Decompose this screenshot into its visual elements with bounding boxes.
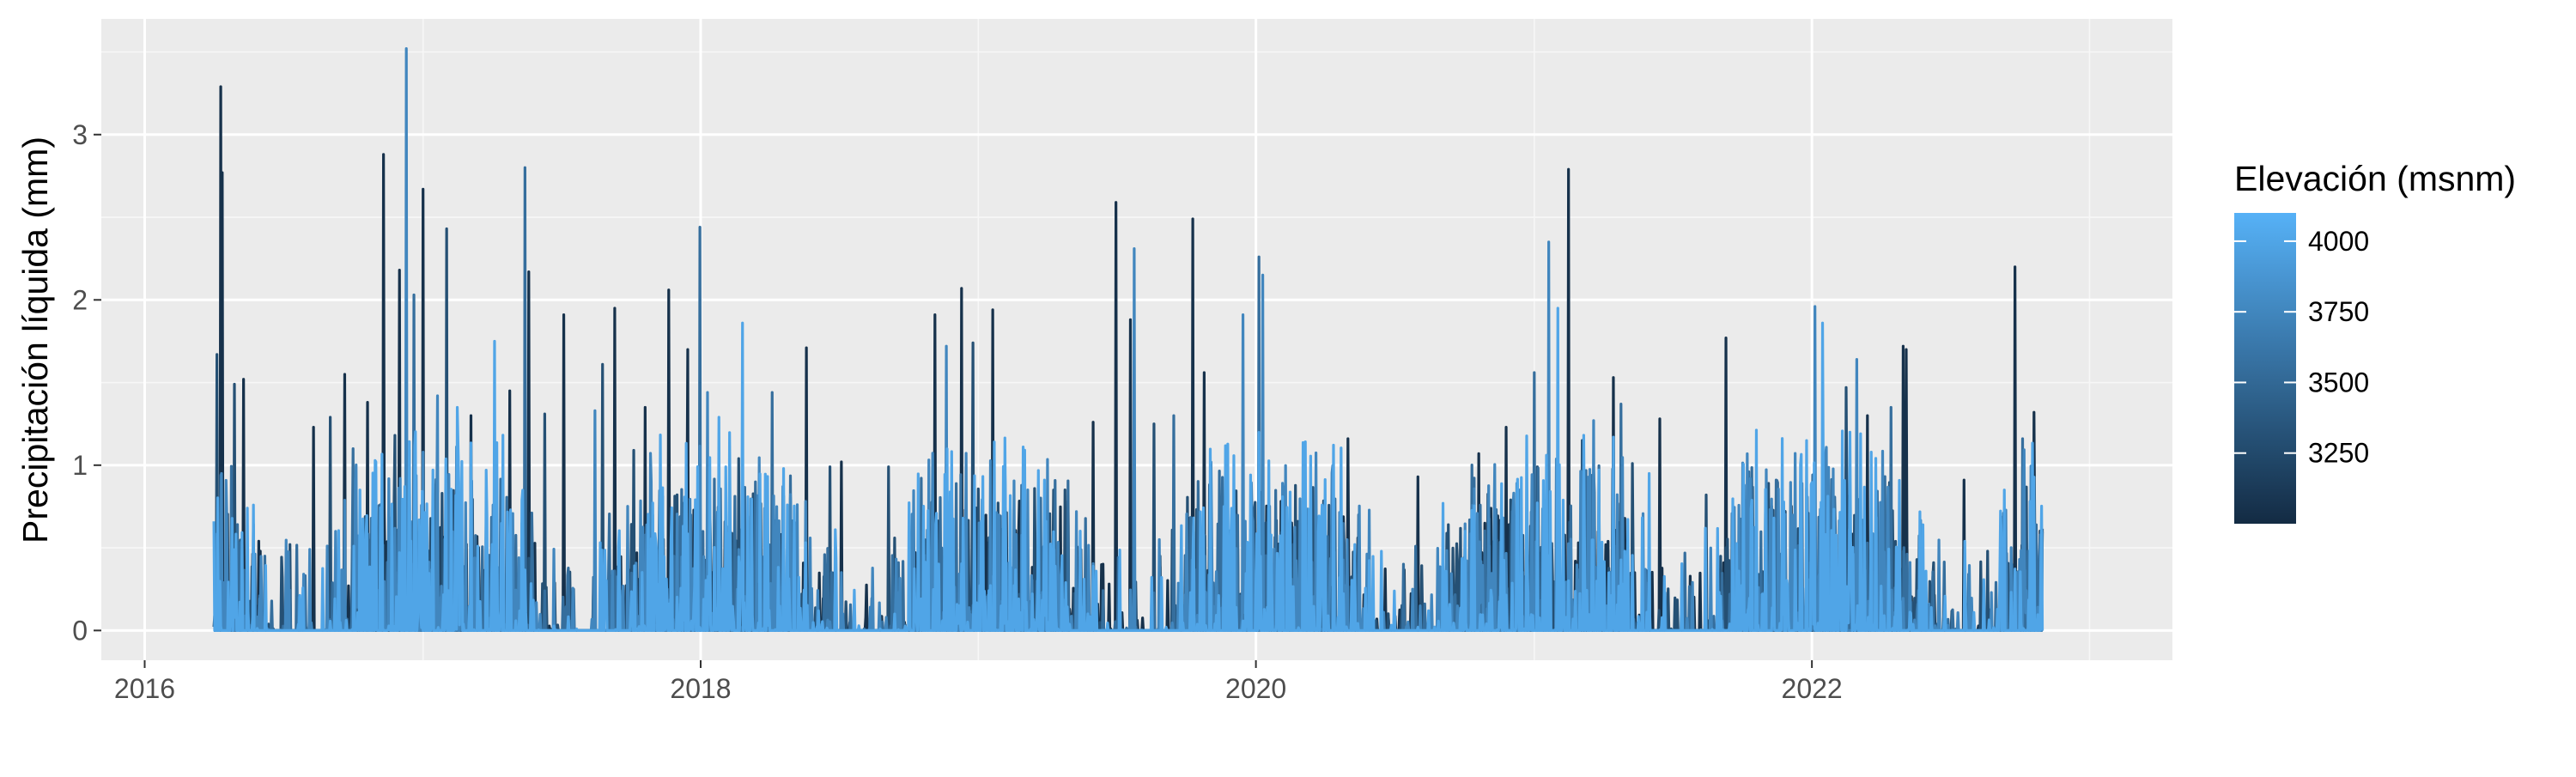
y-tick-label: 0 <box>72 615 88 646</box>
colorbar-tick-label: 3500 <box>2308 367 2369 398</box>
x-axis: 2016 2018 2020 2022 <box>114 660 1843 704</box>
y-axis: 0 1 2 3 <box>72 119 101 646</box>
x-tick-label: 2016 <box>114 673 175 704</box>
colorbar-tick-label: 4000 <box>2308 226 2369 257</box>
legend-title: Elevación (msnm) <box>2234 159 2516 198</box>
y-tick-label: 2 <box>72 284 88 315</box>
y-tick-label: 3 <box>72 119 88 150</box>
y-tick-label: 1 <box>72 450 88 481</box>
series-layer <box>212 47 2044 632</box>
legend: Elevación (msnm) 3250 3500 3750 4000 <box>2234 159 2516 524</box>
colorbar-ticks: 3250 3500 3750 4000 <box>2234 226 2369 469</box>
y-axis-label: Precipitación líquida (mm) <box>15 137 55 543</box>
colorbar-tick-label: 3750 <box>2308 296 2369 327</box>
x-tick-label: 2022 <box>1782 673 1843 704</box>
colorbar <box>2234 213 2296 524</box>
grid-minor <box>101 19 2172 660</box>
colorbar-tick-label: 3250 <box>2308 438 2369 469</box>
series-line-4000 <box>212 307 2044 632</box>
x-tick-label: 2020 <box>1225 673 1286 704</box>
x-tick-label: 2018 <box>670 673 731 704</box>
